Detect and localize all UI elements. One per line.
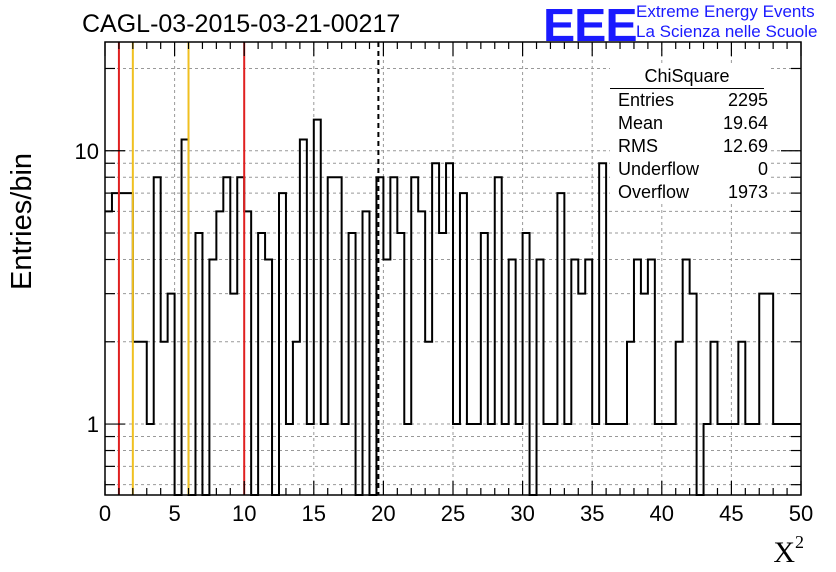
stats-label: Entries — [618, 90, 675, 110]
stats-name: ChiSquare — [610, 66, 764, 89]
y-tick-label: 10 — [75, 139, 99, 164]
x-tick-label: 30 — [510, 501, 534, 526]
logo-caption: Extreme Energy Events La Scienza nelle S… — [636, 2, 817, 42]
stats-row: Underflow 0 — [610, 158, 770, 181]
x-tick-label: 0 — [99, 501, 111, 526]
chart-title: CAGL-03-2015-03-21-00217 — [82, 10, 401, 38]
x-tick-label: 45 — [719, 501, 743, 526]
logo-line-1: Extreme Energy Events — [636, 2, 815, 21]
stats-box: ChiSquare Entries 2295 Mean 19.64 RMS 12.69… — [610, 66, 770, 204]
eee-logo: EEE — [543, 0, 638, 51]
histogram-line — [105, 118, 801, 496]
stats-label: Mean — [618, 113, 664, 133]
stats-value: 12.69 — [722, 136, 768, 156]
stats-value: 0 — [757, 159, 768, 179]
stats-row: Entries 2295 — [610, 89, 770, 112]
stats-label: RMS — [618, 136, 658, 156]
x-tick-label: 40 — [650, 501, 674, 526]
x-tick-label: 35 — [580, 501, 604, 526]
x-tick-label: 25 — [441, 501, 465, 526]
stats-value: 2295 — [727, 90, 768, 110]
x-tick-label: 5 — [168, 501, 180, 526]
x-tick-label: 15 — [302, 501, 326, 526]
stats-label: Overflow — [618, 182, 690, 202]
stats-row: Overflow 1973 — [610, 181, 770, 204]
y-axis-label: Entries/bin — [6, 152, 38, 290]
stats-label: Underflow — [618, 159, 700, 179]
stats-value: 1973 — [727, 182, 768, 202]
x-axis-label: X2 — [773, 532, 804, 569]
y-tick-label: 1 — [87, 412, 99, 437]
stats-value: 19.64 — [722, 113, 768, 133]
x-tick-label: 20 — [371, 501, 395, 526]
stats-row: Mean 19.64 — [610, 112, 770, 135]
logo-line-2: La Scienza nelle Scuole — [636, 22, 818, 41]
x-tick-label: 10 — [232, 501, 256, 526]
stats-row: RMS 12.69 — [610, 135, 770, 158]
x-tick-label: 50 — [789, 501, 813, 526]
